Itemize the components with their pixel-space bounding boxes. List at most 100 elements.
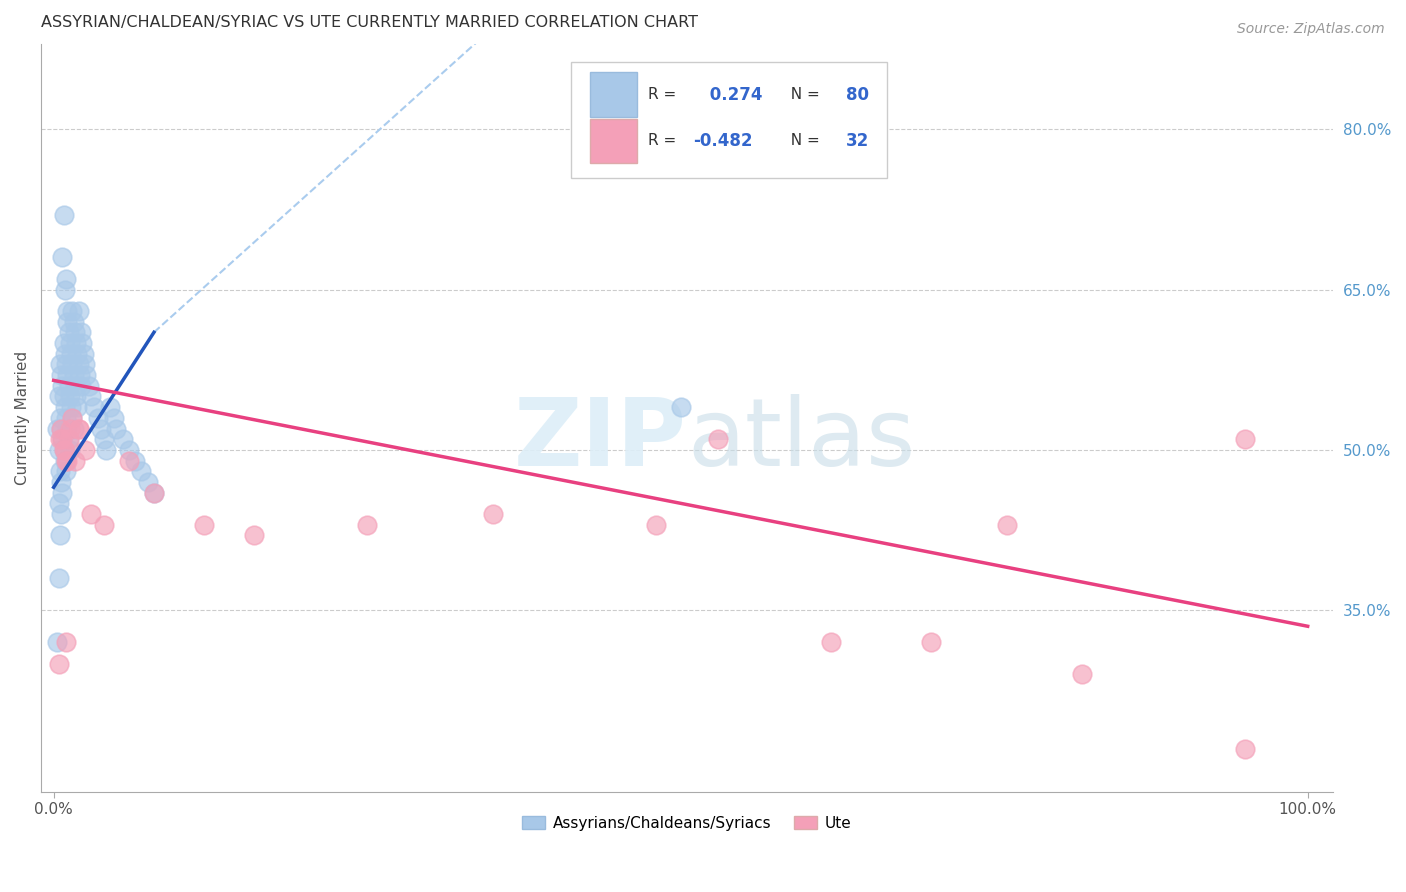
Point	[1071, 667, 1094, 681]
Point	[55, 272, 77, 286]
Point	[52, 442, 75, 457]
Point	[51, 432, 73, 446]
Point	[48, 571, 70, 585]
Text: 32: 32	[846, 132, 869, 150]
Point	[67, 421, 90, 435]
Text: 0.274: 0.274	[704, 86, 762, 103]
Point	[46, 421, 69, 435]
Point	[67, 421, 90, 435]
Point	[995, 517, 1018, 532]
Point	[52, 389, 75, 403]
Point	[59, 442, 82, 457]
Point	[80, 389, 103, 403]
Point	[1233, 742, 1256, 756]
Point	[193, 517, 215, 532]
Point	[59, 336, 82, 351]
Point	[53, 453, 76, 467]
Point	[56, 421, 79, 435]
Point	[48, 442, 70, 457]
Point	[98, 400, 121, 414]
Point	[59, 421, 82, 435]
Point	[80, 507, 103, 521]
FancyBboxPatch shape	[591, 72, 637, 117]
Point	[52, 208, 75, 222]
Point	[67, 304, 90, 318]
Legend: Assyrians/Chaldeans/Syriacs, Ute: Assyrians/Chaldeans/Syriacs, Ute	[516, 809, 858, 837]
Point	[83, 400, 105, 414]
Point	[49, 357, 72, 371]
Point	[49, 464, 72, 478]
Point	[66, 400, 89, 414]
Point	[86, 410, 108, 425]
Point	[644, 517, 666, 532]
Point	[48, 496, 70, 510]
Point	[51, 368, 73, 382]
Point	[93, 517, 115, 532]
Point	[48, 657, 70, 671]
Point	[62, 421, 84, 435]
Point	[136, 475, 159, 489]
Point	[63, 378, 86, 392]
Point	[49, 432, 72, 446]
Point	[481, 507, 503, 521]
Point	[72, 336, 94, 351]
Point	[65, 389, 87, 403]
Point	[51, 251, 73, 265]
Point	[51, 475, 73, 489]
Text: 80: 80	[846, 86, 869, 103]
Point	[53, 346, 76, 360]
FancyBboxPatch shape	[571, 62, 887, 178]
Point	[55, 453, 77, 467]
Point	[52, 442, 75, 457]
Point	[63, 453, 86, 467]
Point	[53, 283, 76, 297]
Point	[921, 635, 943, 649]
Text: ZIP: ZIP	[515, 394, 688, 486]
Point	[65, 336, 87, 351]
Point	[143, 485, 166, 500]
FancyBboxPatch shape	[591, 119, 637, 163]
Text: ASSYRIAN/CHALDEAN/SYRIAC VS UTE CURRENTLY MARRIED CORRELATION CHART: ASSYRIAN/CHALDEAN/SYRIAC VS UTE CURRENTL…	[41, 15, 699, 30]
Point	[69, 368, 91, 382]
Point	[60, 346, 83, 360]
Y-axis label: Currently Married: Currently Married	[15, 351, 30, 485]
Point	[55, 635, 77, 649]
Point	[46, 635, 69, 649]
Point	[56, 304, 79, 318]
Point	[53, 442, 76, 457]
Point	[356, 517, 378, 532]
Point	[49, 410, 72, 425]
Point	[56, 315, 79, 329]
Point	[56, 368, 79, 382]
Point	[1233, 432, 1256, 446]
Point	[62, 304, 84, 318]
Point	[73, 442, 96, 457]
Point	[60, 400, 83, 414]
Point	[62, 357, 84, 371]
Point	[96, 442, 118, 457]
Point	[707, 432, 730, 446]
Point	[51, 378, 73, 392]
Point	[58, 378, 80, 392]
Point	[103, 410, 125, 425]
Point	[55, 464, 77, 478]
Point	[67, 357, 90, 371]
Text: N =: N =	[782, 87, 825, 102]
Point	[131, 464, 153, 478]
Point	[53, 400, 76, 414]
Point	[66, 346, 89, 360]
Point	[62, 410, 84, 425]
Text: -0.482: -0.482	[693, 132, 752, 150]
Point	[70, 326, 93, 340]
Point	[143, 485, 166, 500]
Text: R =: R =	[648, 87, 682, 102]
Point	[70, 378, 93, 392]
Point	[75, 368, 97, 382]
Text: Source: ZipAtlas.com: Source: ZipAtlas.com	[1237, 22, 1385, 37]
Point	[105, 421, 128, 435]
Point	[51, 421, 73, 435]
Point	[51, 432, 73, 446]
Point	[62, 315, 84, 329]
Point	[56, 453, 79, 467]
Point	[51, 507, 73, 521]
